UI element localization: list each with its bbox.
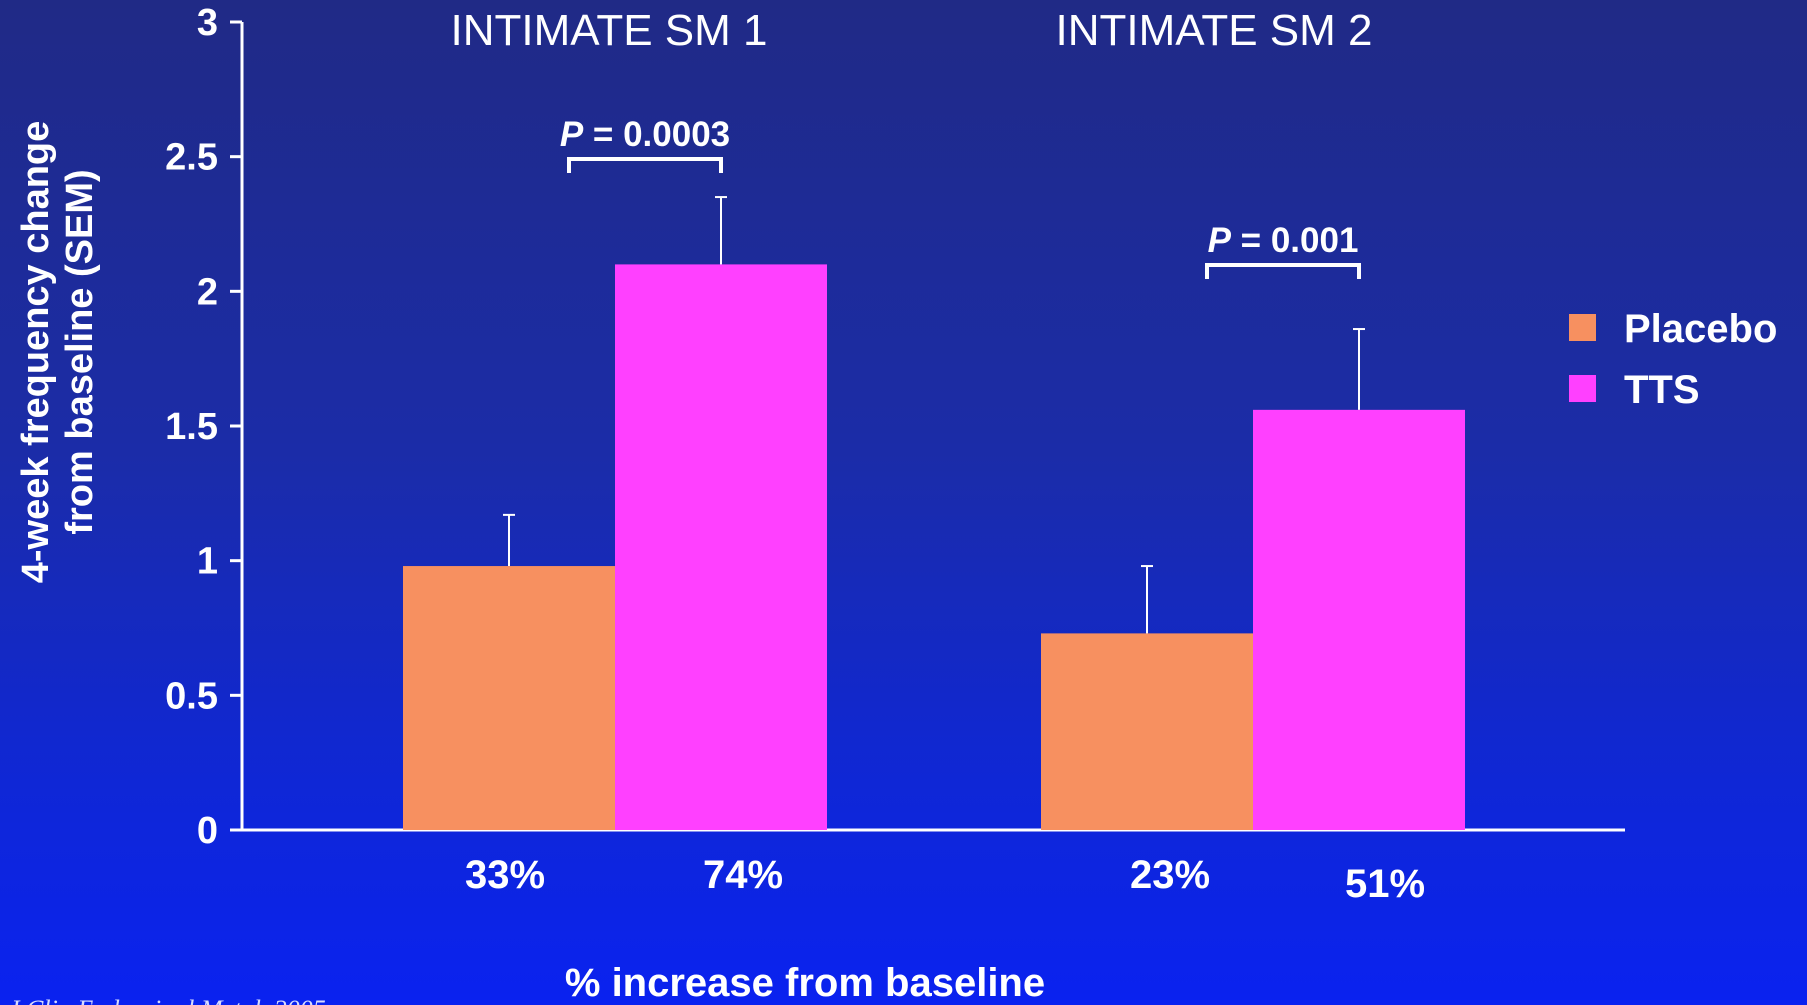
significance-bracket xyxy=(567,157,723,173)
y-axis-label-line-2: from baseline (SEM) xyxy=(59,169,101,534)
y-tick-label: 0.5 xyxy=(165,675,218,717)
significance-bracket xyxy=(1205,263,1361,279)
bar-placebo-group-1 xyxy=(403,566,615,830)
legend-swatch-placebo xyxy=(1569,314,1596,341)
bar-placebo-group-2 xyxy=(1041,633,1253,830)
y-tick-label: 0 xyxy=(197,810,218,852)
legend-label-tts: TTS xyxy=(1624,368,1700,412)
p-value-label: P = 0.0003 xyxy=(560,115,730,154)
p-value-text: = 0.001 xyxy=(1231,221,1358,260)
percent-increase-label: 74% xyxy=(703,853,783,897)
legend-swatch-tts xyxy=(1569,375,1596,402)
error-bars xyxy=(503,196,1365,634)
percent-increase-label: 51% xyxy=(1345,862,1425,906)
bars xyxy=(403,264,1465,830)
x-axis-label: % increase from baseline xyxy=(565,961,1045,1005)
y-tick-label: 3 xyxy=(197,2,218,44)
y-tick-label: 2 xyxy=(197,271,218,313)
p-symbol: P xyxy=(560,115,584,154)
group-title: INTIMATE SM 1 xyxy=(451,6,768,55)
bar-tts-group-1 xyxy=(615,264,827,830)
legend-label-placebo: Placebo xyxy=(1624,307,1777,351)
y-tick-label: 1 xyxy=(197,541,218,583)
legend: Placebo TTS xyxy=(1569,307,1777,412)
percent-increase-label: 33% xyxy=(465,853,545,897)
bar-tts-group-2 xyxy=(1253,409,1465,830)
group-title: INTIMATE SM 2 xyxy=(1056,6,1373,55)
p-value-text: = 0.0003 xyxy=(583,115,730,154)
footnote-reference: J Clin Endocrinol Metab 2005 xyxy=(8,995,326,1005)
p-value-label: P = 0.001 xyxy=(1208,221,1359,260)
y-axis-label-line-1: 4-week frequency change xyxy=(15,121,57,584)
y-tick-label: 1.5 xyxy=(165,406,218,448)
y-ticks: 0 0.5 1 1.5 2 2.5 3 xyxy=(165,2,242,852)
percent-labels: 33% 23% 74% 51% xyxy=(465,853,1425,906)
p-symbol: P xyxy=(1208,221,1232,260)
group-titles: INTIMATE SM 1 INTIMATE SM 2 xyxy=(451,6,1373,55)
percent-increase-label: 23% xyxy=(1130,853,1210,897)
y-tick-label: 2.5 xyxy=(165,137,218,179)
